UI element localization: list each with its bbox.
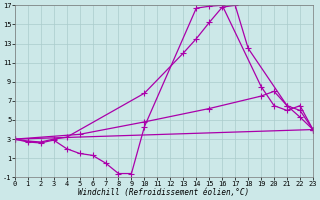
X-axis label: Windchill (Refroidissement éolien,°C): Windchill (Refroidissement éolien,°C) — [78, 188, 249, 197]
